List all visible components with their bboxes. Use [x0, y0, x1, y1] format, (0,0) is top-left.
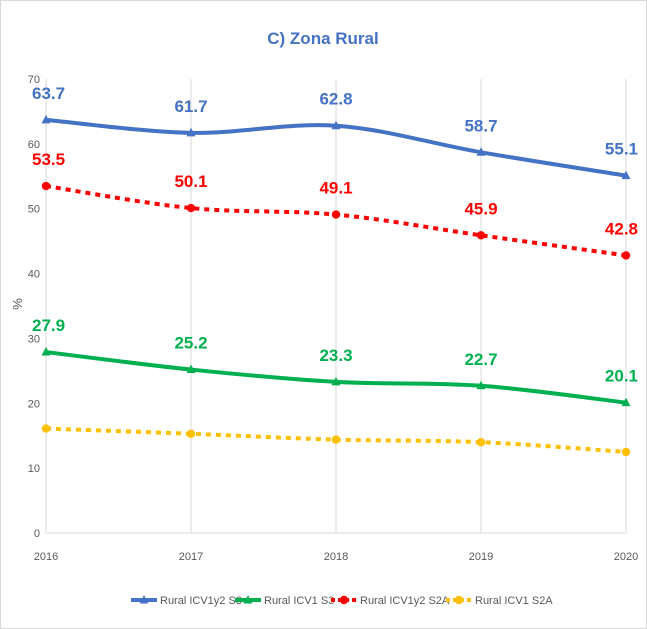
- axis-layer: 2016 2017 2018 2019 2020 0 10 20 30 40 50 60 70: [28, 74, 638, 563]
- legend-item: Rural ICV1 S2A: [446, 595, 553, 607]
- legend-label: Rural ICV1y2 S2A: [360, 595, 450, 607]
- data-label: 42.8: [605, 219, 638, 238]
- legend-marker: [339, 595, 349, 605]
- legend-marker: [243, 595, 253, 604]
- data-point: [186, 203, 196, 213]
- data-point: [621, 170, 631, 180]
- data-point: [476, 147, 486, 156]
- series-rural-icv1y2-s2a: [41, 181, 631, 260]
- chart-title: C) Zona Rural: [267, 29, 378, 48]
- data-point: [331, 435, 341, 444]
- y-axis-title: %: [10, 298, 25, 310]
- data-point: [621, 397, 631, 407]
- data-label: 20.1: [605, 367, 638, 386]
- data-label: 45.9: [464, 199, 497, 218]
- data-point: [331, 210, 341, 219]
- x-tick-label: 2019: [469, 551, 493, 563]
- data-point: [476, 380, 486, 390]
- data-point: [331, 376, 341, 386]
- legend-item: Rural ICV1y2 S3: [131, 595, 242, 607]
- grid-layer: [45, 79, 627, 533]
- data-point: [186, 429, 196, 438]
- legend-marker: [139, 595, 149, 604]
- data-point: [41, 424, 51, 433]
- series-rural-icv1-s2a: [41, 424, 631, 457]
- data-label: 62.8: [319, 90, 352, 109]
- data-label: 61.7: [174, 97, 207, 116]
- series-rural-icv1-s3: [41, 347, 631, 407]
- data-point: [331, 120, 341, 130]
- legend: Rural ICV1y2 S3 Rural ICV1 S3 Rural ICV1y2…: [131, 595, 553, 607]
- x-tick-label: 2020: [614, 551, 638, 563]
- data-point: [186, 364, 196, 374]
- data-label: 22.7: [464, 350, 497, 369]
- y-tick-label: 20: [28, 398, 40, 410]
- y-tick-label: 50: [28, 204, 40, 216]
- data-label: 50.1: [174, 172, 207, 191]
- y-tick-label: 0: [34, 528, 40, 540]
- legend-item: Rural ICV1y2 S2A: [331, 595, 450, 607]
- data-point: [41, 181, 51, 191]
- legend-label: Rural ICV1 S3: [264, 595, 334, 607]
- data-label: 27.9: [32, 316, 65, 335]
- y-tick-label: 10: [28, 463, 40, 475]
- data-label: 55.1: [605, 140, 638, 159]
- data-label: 25.2: [174, 334, 207, 353]
- series-layer: [41, 114, 631, 457]
- y-tick-label: 70: [28, 74, 40, 86]
- legend-label: Rural ICV1y2 S3: [160, 595, 242, 607]
- data-point: [476, 231, 486, 240]
- data-point: [621, 447, 631, 457]
- x-tick-label: 2017: [179, 551, 203, 563]
- legend-label: Rural ICV1 S2A: [475, 595, 553, 607]
- x-tick-label: 2018: [324, 551, 348, 563]
- data-point: [41, 347, 51, 356]
- data-label: 58.7: [464, 116, 497, 135]
- y-tick-label: 30: [28, 333, 40, 345]
- data-label-layer: 63.7 61.7 62.8 58.7 55.1 27.9 25.2 23.3 22.7 20.1…: [32, 84, 638, 386]
- legend-item: Rural ICV1 S3: [235, 595, 334, 607]
- data-point: [476, 438, 486, 447]
- data-label: 49.1: [319, 179, 352, 198]
- legend-marker: [454, 595, 464, 605]
- data-label: 53.5: [32, 150, 65, 169]
- data-label: 23.3: [319, 346, 352, 365]
- y-tick-label: 60: [28, 139, 40, 151]
- series-rural-icv1y2-s3: [41, 114, 631, 180]
- data-point: [186, 127, 196, 137]
- data-label: 63.7: [32, 84, 65, 103]
- y-tick-label: 40: [28, 269, 40, 281]
- data-point: [41, 114, 51, 124]
- x-tick-label: 2016: [34, 551, 58, 563]
- data-point: [621, 251, 631, 260]
